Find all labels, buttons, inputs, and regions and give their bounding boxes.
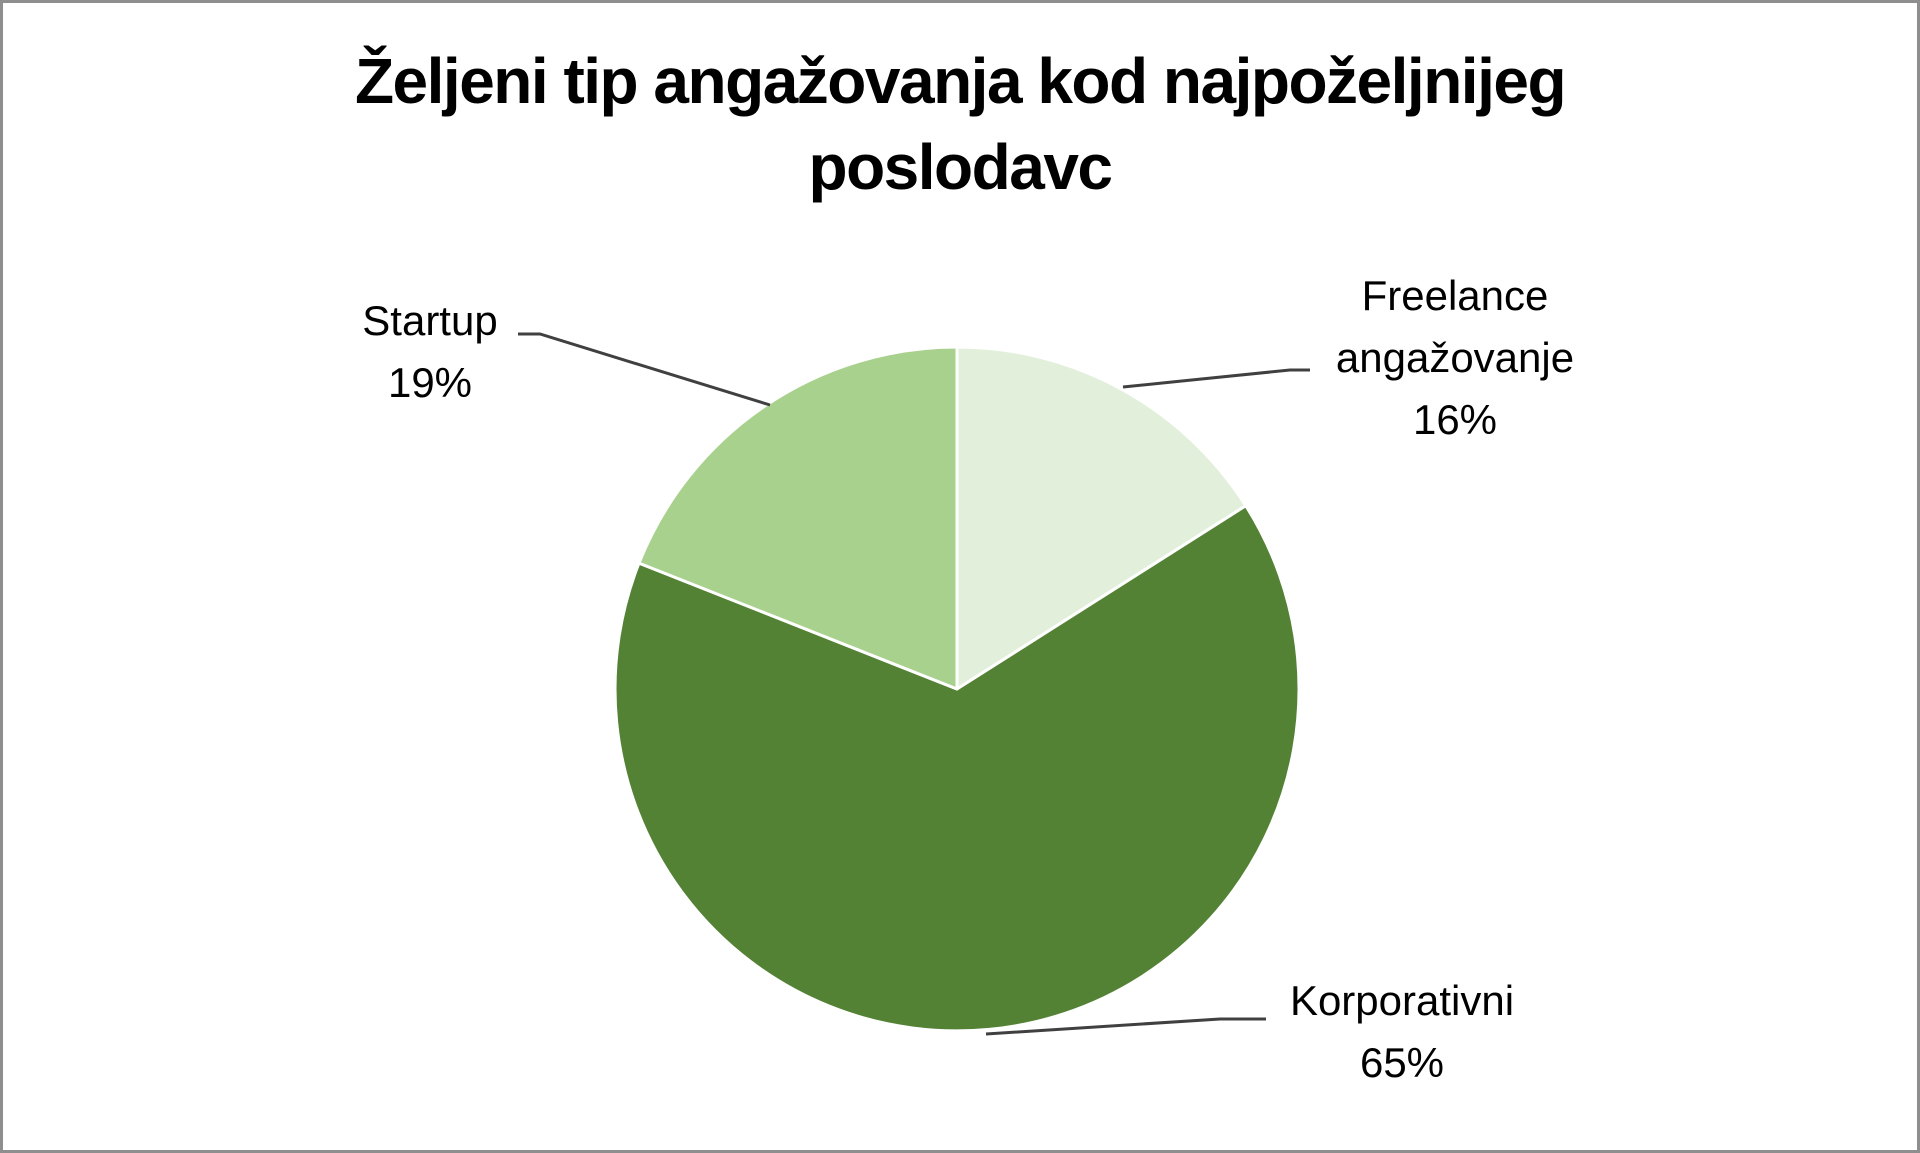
chart-title: Željeni tip angažovanja kod najpoželjnij… xyxy=(0,38,1920,210)
korporativni-name: Korporativni xyxy=(1289,977,1515,1024)
startup-name: Startup xyxy=(362,297,498,344)
freelance-percent: 16% xyxy=(1412,396,1498,443)
freelance-name-line-1: Freelance xyxy=(1361,272,1549,319)
chart-title-line-1: Željeni tip angažovanja kod najpoželjnij… xyxy=(354,45,1567,117)
leader-lines xyxy=(518,332,1310,1036)
data-label-freelance: Freelance angažovanje 16% xyxy=(1305,265,1605,451)
korporativni-percent: 65% xyxy=(1359,1039,1445,1086)
freelance-name-line-2: angažovanje xyxy=(1335,334,1575,381)
pie-slice-freelance xyxy=(955,345,1248,691)
pie-slice-startup xyxy=(637,345,959,691)
data-label-startup: Startup 19% xyxy=(330,290,530,414)
pie-slice-korporativni xyxy=(613,504,1301,1033)
data-label-korporativni: Korporativni 65% xyxy=(1252,970,1552,1094)
leader-line-freelance xyxy=(1122,368,1310,389)
leader-line-korporativni xyxy=(985,1017,1266,1036)
leader-line-startup xyxy=(518,332,771,407)
pie-slices xyxy=(613,345,1301,1033)
startup-percent: 19% xyxy=(387,359,473,406)
chart-title-line-2: poslodavc xyxy=(808,131,1113,203)
